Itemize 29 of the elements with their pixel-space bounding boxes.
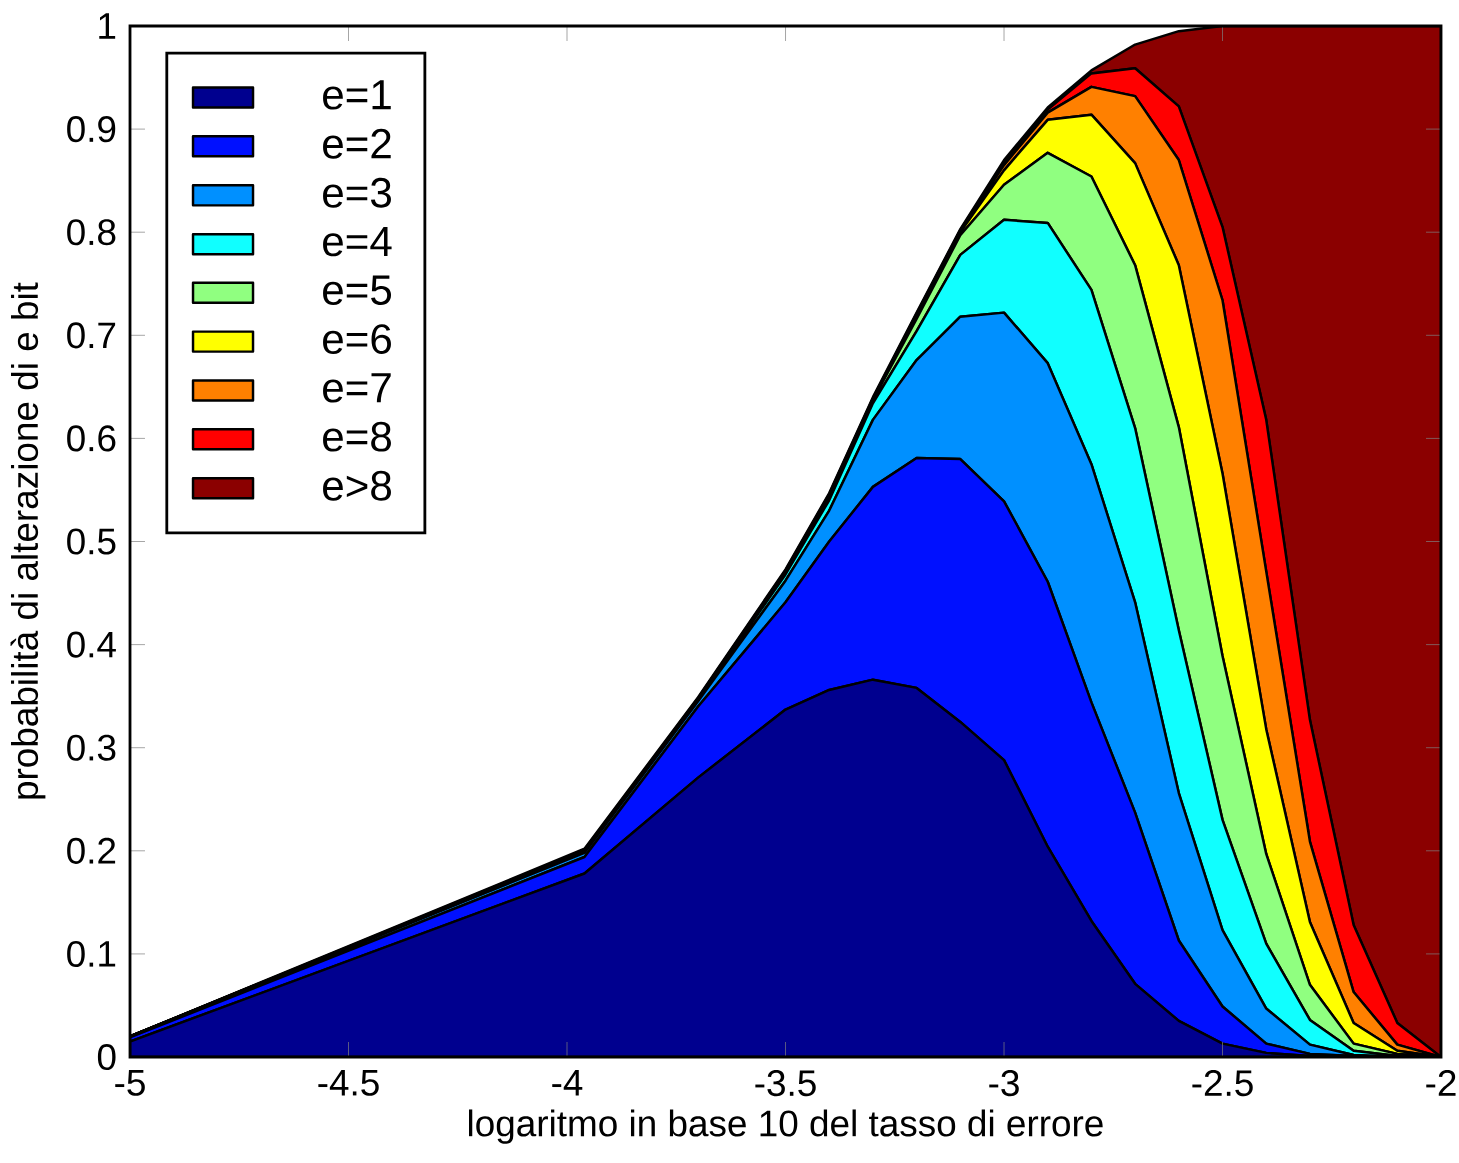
- y-tick-label: 0.4: [67, 631, 116, 658]
- legend-label: e=3: [323, 177, 391, 208]
- x-tick-label: -2: [1426, 1070, 1456, 1096]
- legend-label: e=2: [323, 128, 391, 159]
- y-tick-label: 0.1: [67, 940, 116, 968]
- legend-label: e=4: [323, 226, 392, 257]
- legend-label: e>8: [323, 470, 391, 501]
- x-tick-label: -4.5: [318, 1070, 379, 1096]
- x-tick-label: -4: [552, 1070, 583, 1096]
- x-tick-label: -5: [115, 1070, 145, 1096]
- y-axis-title: probabilità di alterazione di e bit: [10, 282, 46, 799]
- legend-label: e=1: [323, 80, 391, 110]
- x-tick-label: -3: [989, 1070, 1019, 1097]
- y-tick-label: 0.7: [67, 322, 116, 349]
- y-tick-label: 0: [97, 1043, 116, 1071]
- y-tick-label: 0.5: [67, 528, 116, 555]
- x-tick-label: -3.5: [755, 1070, 816, 1097]
- legend-label: e=8: [323, 421, 391, 452]
- y-tick-label: 0.2: [67, 837, 116, 864]
- y-tick-label: 0.8: [67, 219, 116, 246]
- legend-label: e=6: [323, 324, 391, 354]
- x-axis-title: logaritmo in base 10 del tasso di errore: [469, 1109, 1103, 1144]
- y-tick-label: 1: [99, 13, 116, 39]
- legend-label: e=7: [323, 373, 391, 403]
- y-tick-label: 0.6: [67, 425, 116, 452]
- x-tick-label: -2.5: [1192, 1070, 1253, 1097]
- y-tick-label: 0.3: [67, 734, 116, 761]
- legend-label: e=5: [323, 275, 392, 305]
- y-tick-label: 0.9: [67, 116, 116, 143]
